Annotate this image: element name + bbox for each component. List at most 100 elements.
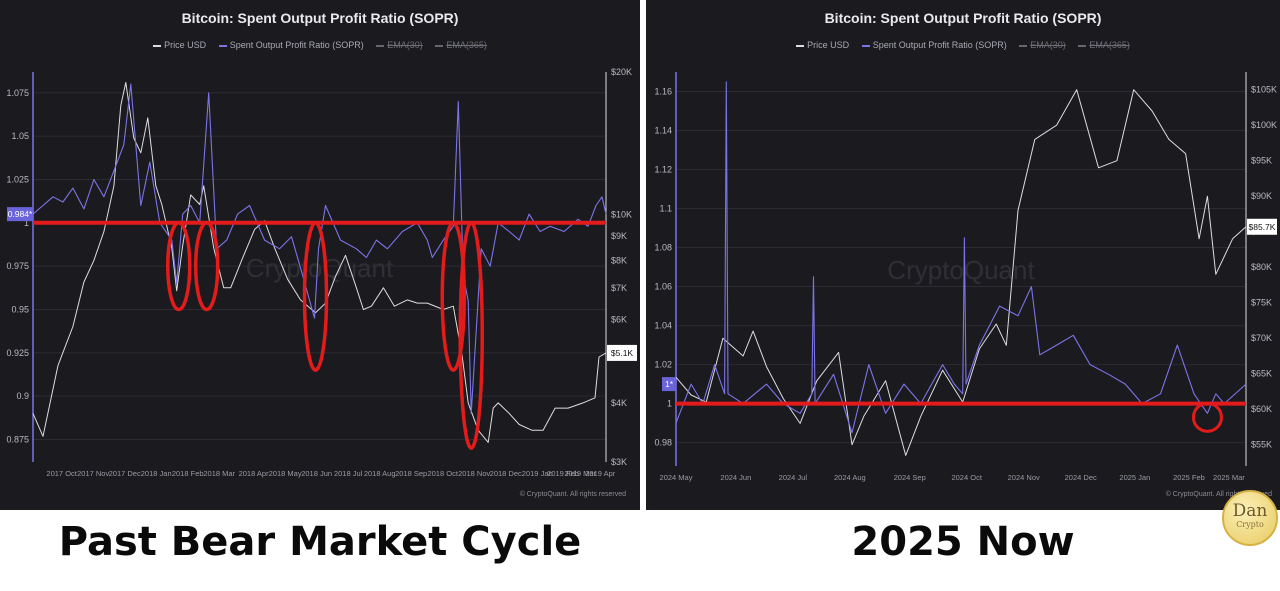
caption-left: Past Bear Market Cycle [58,519,582,565]
x-tick-label: 2024 Dec [1065,473,1097,482]
annotation-ellipse [458,221,484,450]
current-sopr-label: 0.984* [8,209,33,219]
y-left-tick-label: 1.12 [654,165,672,175]
y-left-tick-label: 1.14 [654,126,672,136]
y-right-tick-label: $20K [611,67,632,77]
y-left-tick-label: 1.16 [654,87,672,97]
y-right-tick-label: $3K [611,457,627,467]
x-tick-label: 2017 Dec [109,469,141,478]
x-tick-label: 2019 Jan [522,469,553,478]
x-tick-label: 2025 Jan [1119,473,1150,482]
current-price-tag [607,344,637,361]
x-tick-label: 2024 Nov [1008,473,1040,482]
y-right-tick-label: $10K [611,209,632,219]
y-right-tick-label: $65K [1251,369,1272,379]
x-tick-label: 2018 Jun [301,469,332,478]
y-right-tick-label: $95K [1251,156,1272,166]
y-right-tick-label: $55K [1251,440,1272,450]
x-tick-label: 2018 Jan [141,469,172,478]
x-tick-label: 2019 Mar [564,469,596,478]
legend-item-ema30[interactable]: EMA(30) [1019,40,1066,50]
stamp-text-sub: Crypto [1236,520,1264,529]
y-left-tick-label: 1.1 [659,204,672,214]
current-sopr-label: 1* [665,379,674,389]
x-tick-label: 2018 Apr [239,469,270,478]
y-left-tick-label: 0.95 [11,304,29,314]
right-chart-panel: Bitcoin: Spent Output Profit Ratio (SOPR… [646,0,1280,510]
stamp-text-main: Dan [1232,501,1268,521]
y-right-tick-label: $8K [611,255,627,265]
right-chart-plot: 0.98 1 1.02 1.04 1.06 1.08 1.1 1.12 1.14 1.16 $55K… [654,72,1277,482]
y-right-tick-label: $70K [1251,333,1272,343]
x-tick-label: 2018 Dec [490,469,522,478]
chart-credit: © CryptoQuant. All rights reserved [1165,491,1272,498]
chart-legend: Price USD Spent Output Profit Ratio (SOP… [0,40,640,50]
legend-item-ema30[interactable]: EMA(30) [376,40,423,50]
watermark-text: CryptoQuant [887,255,1035,285]
annotation-ellipse [440,221,467,372]
y-left-tick-label: 1.025 [6,174,29,184]
x-tick-label: 2018 Oct [427,469,458,478]
x-tick-label: 2018 May [269,469,302,478]
y-left-tick-label: 0.975 [6,261,29,271]
current-sopr-tag [662,377,676,392]
x-tick-label: 2018 Aug [364,469,396,478]
x-tick-label: 2025 Feb [1173,473,1205,482]
annotation-ellipse [302,221,329,372]
annotation-ellipse [165,221,192,312]
y-right-tick-label: $90K [1251,191,1272,201]
x-tick-label: 2018 Jul [334,469,363,478]
y-left-tick-label: 1.05 [11,131,29,141]
y-right-tick-label: $75K [1251,298,1272,308]
y-left-tick-label: 1.04 [654,321,672,331]
watermark-text: CryptoQuant [246,253,394,283]
y-left-tick-label: 0.925 [6,348,29,358]
y-left-tick-label: 1.02 [654,360,672,370]
y-right-tick-label: $100K [1251,120,1277,130]
x-tick-label: 2024 Sep [894,473,926,482]
x-tick-label: 2018 Feb [172,469,204,478]
y-left-tick-label: 1 [667,399,672,409]
legend-item-ema365[interactable]: EMA(365) [1078,40,1130,50]
y-right-tick-label: $105K [1251,85,1277,95]
y-right-tick-label: $9K [611,231,627,241]
x-tick-label: 2017 Oct [46,469,77,478]
x-tick-label: 2018 Nov [458,469,490,478]
y-left-tick-label: 1.06 [654,282,672,292]
y-right-tick-label: $60K [1251,404,1272,414]
chart-legend: Price USD Spent Output Profit Ratio (SOP… [646,40,1280,50]
x-tick-label: 2025 Mar [1213,473,1245,482]
left-chart-plot: 0.875 0.9 0.925 0.95 0.975 1 1.025 1.05 1.075 $3K… [6,67,637,478]
x-tick-label: 2024 Jul [779,473,808,482]
x-tick-label: 2018 Mar [203,469,235,478]
current-price-label: $85.7K [1249,222,1276,232]
x-tick-label: 2018 Sep [395,469,427,478]
legend-item-price[interactable]: Price USD [153,40,206,50]
x-tick-label: 2019 Apr [585,469,616,478]
annotation-ellipse [193,221,220,312]
series-line-price-usd [32,82,607,443]
x-tick-label: 2024 May [660,473,693,482]
y-left-tick-label: 0.98 [654,438,672,448]
annotation-circle [1191,401,1223,433]
left-chart-panel: Bitcoin: Spent Output Profit Ratio (SOPR… [0,0,640,510]
x-tick-label: 2024 Jun [720,473,751,482]
y-left-tick-label: 0.875 [6,434,29,444]
caption-right: 2025 Now [851,519,1075,565]
chart-title: Bitcoin: Spent Output Profit Ratio (SOPR… [181,10,459,26]
y-right-tick-label: $7K [611,283,627,293]
y-left-tick-label: 1.08 [654,243,672,253]
current-price-tag [1247,218,1277,235]
legend-item-ema365[interactable]: EMA(365) [435,40,487,50]
chart-credit: © CryptoQuant. All rights reserved [519,491,626,498]
current-sopr-tag [7,207,33,222]
legend-item-sopr[interactable]: Spent Output Profit Ratio (SOPR) [218,40,364,50]
y-right-tick-label: $80K [1251,262,1272,272]
current-price-label: $5.1K [611,348,634,358]
series-line-sopr [32,83,607,415]
y-left-tick-label: 1.075 [6,88,29,98]
legend-item-price[interactable]: Price USD [796,40,849,50]
legend-item-sopr[interactable]: Spent Output Profit Ratio (SOPR) [861,40,1007,50]
y-left-tick-label: 1 [24,218,29,228]
x-tick-label: 2017 Nov [77,469,109,478]
